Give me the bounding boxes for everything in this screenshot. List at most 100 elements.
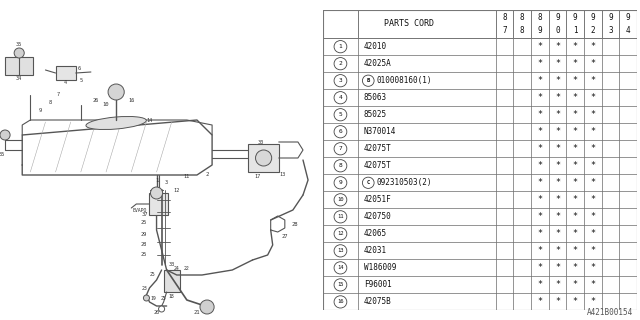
Text: 20: 20 [154, 309, 159, 315]
Text: 37: 37 [141, 212, 148, 218]
Text: 8: 8 [339, 163, 342, 168]
Text: *: * [573, 144, 577, 153]
Text: W186009: W186009 [364, 263, 396, 272]
Text: *: * [590, 93, 595, 102]
FancyBboxPatch shape [56, 66, 76, 80]
Text: 11: 11 [337, 214, 344, 219]
Text: 15: 15 [337, 282, 344, 287]
Text: 42010: 42010 [364, 42, 387, 51]
Circle shape [362, 177, 374, 188]
Circle shape [334, 296, 347, 308]
Text: 21: 21 [194, 309, 200, 315]
Text: *: * [555, 246, 560, 255]
Text: 35: 35 [16, 43, 22, 47]
Text: 6: 6 [339, 129, 342, 134]
Text: *: * [590, 42, 595, 51]
FancyBboxPatch shape [5, 57, 33, 75]
Text: 8: 8 [520, 13, 524, 22]
Text: *: * [590, 161, 595, 170]
Text: 16: 16 [128, 98, 134, 102]
Circle shape [159, 306, 164, 312]
Text: 17: 17 [255, 174, 260, 180]
Text: 9: 9 [555, 13, 560, 22]
Text: *: * [590, 212, 595, 221]
Circle shape [334, 279, 347, 291]
Text: *: * [590, 144, 595, 153]
Text: *: * [573, 280, 577, 289]
Text: 3: 3 [165, 180, 168, 185]
Text: 23: 23 [141, 285, 147, 291]
Text: *: * [555, 161, 560, 170]
Text: 12: 12 [337, 231, 344, 236]
Text: *: * [538, 127, 542, 136]
Text: 6: 6 [77, 66, 81, 70]
Text: 27: 27 [282, 235, 288, 239]
Text: *: * [573, 161, 577, 170]
Ellipse shape [86, 116, 147, 130]
Text: 42025A: 42025A [364, 59, 392, 68]
Text: *: * [590, 195, 595, 204]
Text: *: * [538, 263, 542, 272]
Circle shape [334, 245, 347, 257]
Text: 5: 5 [79, 77, 83, 83]
Text: 8: 8 [49, 100, 52, 105]
Text: *: * [590, 246, 595, 255]
Text: *: * [555, 229, 560, 238]
Text: *: * [538, 144, 542, 153]
Text: 2: 2 [339, 61, 342, 66]
Text: N370014: N370014 [364, 127, 396, 136]
Circle shape [255, 150, 272, 166]
Text: *: * [590, 297, 595, 306]
Text: 0: 0 [555, 26, 560, 35]
Text: 11: 11 [184, 174, 190, 180]
Text: *: * [555, 110, 560, 119]
Text: 24: 24 [174, 266, 180, 270]
Circle shape [150, 187, 163, 199]
Text: *: * [555, 59, 560, 68]
Text: *: * [538, 76, 542, 85]
Circle shape [200, 300, 214, 314]
Text: 33: 33 [168, 262, 175, 268]
Text: *: * [538, 297, 542, 306]
Text: EVAPO: EVAPO [132, 207, 147, 212]
Text: *: * [538, 195, 542, 204]
Text: *: * [573, 76, 577, 85]
Text: 42031: 42031 [364, 246, 387, 255]
Text: 8: 8 [538, 13, 542, 22]
Text: *: * [573, 110, 577, 119]
Text: 12: 12 [173, 188, 180, 193]
Text: *: * [538, 93, 542, 102]
Text: *: * [573, 212, 577, 221]
Text: 9: 9 [339, 180, 342, 185]
Text: 010008160(1): 010008160(1) [376, 76, 432, 85]
Text: C: C [367, 180, 370, 185]
Text: 9: 9 [39, 108, 42, 113]
Text: 8: 8 [502, 13, 507, 22]
Circle shape [0, 130, 10, 140]
Circle shape [14, 48, 24, 58]
Circle shape [143, 295, 150, 301]
Text: 19: 19 [150, 295, 156, 300]
Text: *: * [555, 297, 560, 306]
Text: 85063: 85063 [364, 93, 387, 102]
Text: 42075T: 42075T [364, 144, 392, 153]
Text: 4: 4 [626, 26, 630, 35]
Circle shape [334, 211, 347, 223]
Text: 85025: 85025 [364, 110, 387, 119]
Text: *: * [538, 212, 542, 221]
Circle shape [334, 228, 347, 240]
Text: *: * [555, 178, 560, 187]
Text: 9: 9 [608, 13, 612, 22]
Circle shape [334, 143, 347, 155]
Text: *: * [573, 178, 577, 187]
Text: *: * [590, 76, 595, 85]
Circle shape [108, 84, 124, 100]
Text: *: * [538, 42, 542, 51]
Text: 28: 28 [140, 243, 147, 247]
Text: 14: 14 [337, 265, 344, 270]
Text: 9: 9 [590, 13, 595, 22]
Text: 13: 13 [337, 248, 344, 253]
Text: *: * [555, 212, 560, 221]
Text: *: * [555, 263, 560, 272]
Text: *: * [538, 161, 542, 170]
